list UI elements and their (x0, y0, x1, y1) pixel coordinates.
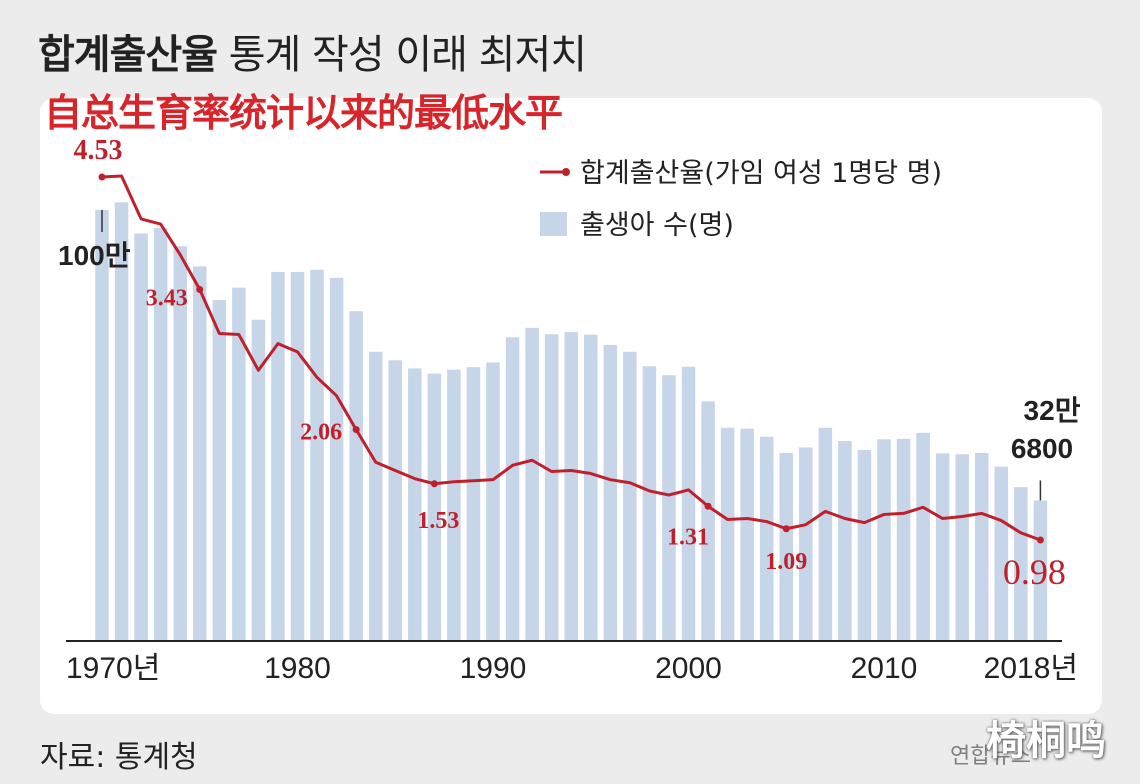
x-tick-label: 2010 (851, 652, 918, 685)
x-tick-label: 1970년 (66, 652, 160, 685)
rate-label-1983: 2.06 (300, 420, 342, 446)
bar-2001 (701, 401, 715, 640)
bar-1994 (564, 332, 578, 640)
x-tick-label: 1990 (460, 652, 527, 685)
bar-1985 (388, 360, 402, 640)
rate-label-1975: 3.43 (146, 285, 188, 311)
bar-1988 (447, 369, 461, 640)
bar-1974 (173, 246, 187, 640)
bar-1976 (212, 300, 227, 640)
bar-1984 (368, 351, 383, 640)
first-bar-label: 100만 (58, 240, 131, 271)
rate-dot-2018 (1036, 536, 1044, 544)
x-axis-ticks: 1970년 1980 1990 2000 2010 2018년 (66, 652, 1078, 685)
bar-2008 (838, 441, 852, 640)
bar-1990 (486, 362, 500, 640)
bar-series (95, 202, 1048, 641)
bar-1979 (271, 271, 285, 640)
rate-label-1987: 1.53 (417, 508, 459, 534)
bar-1973 (153, 227, 168, 641)
watermark: 椅桐鸣 (986, 718, 1106, 764)
rate-dot-1975 (196, 285, 204, 293)
bar-1995 (584, 334, 598, 640)
legend-bar-swatch (540, 212, 567, 236)
bar-1983 (349, 311, 363, 640)
bar-2014 (955, 454, 969, 640)
bar-1986 (408, 368, 422, 640)
legend-line-label: 합계출산율(가임 여성 1명당 명) (580, 158, 942, 189)
bar-1970 (95, 210, 109, 640)
rate-dot-1970 (98, 173, 106, 181)
last-bar-label-line1: 32만 (1024, 395, 1081, 426)
bar-1972 (134, 233, 148, 640)
bar-1989 (466, 367, 481, 640)
chart-title: 합계출산율 통계 작성 이래 최저치 (38, 22, 587, 80)
legend-line-dot (562, 168, 570, 176)
bar-1978 (251, 319, 266, 640)
rate-label-2018: 0.98 (1003, 552, 1066, 592)
bar-1996 (603, 344, 618, 640)
bar-2013 (935, 453, 950, 640)
rate-dot-2001 (704, 502, 712, 510)
chart-title-rest: 통계 작성 이래 최저치 (217, 32, 587, 78)
bar-2003 (740, 428, 754, 640)
bar-1982 (329, 277, 344, 640)
bar-2018 (1033, 500, 1048, 640)
bar-1991 (505, 337, 520, 640)
bar-2009 (857, 449, 872, 640)
bar-1997 (623, 351, 637, 640)
bar-2004 (759, 436, 774, 640)
bar-2000 (681, 366, 696, 640)
bar-1980 (290, 271, 305, 640)
rate-dot-2005 (782, 525, 790, 533)
bar-2012 (916, 432, 930, 640)
bar-2010 (877, 439, 891, 640)
last-bar-label-line2: 6800 (1011, 433, 1073, 464)
bar-1977 (232, 287, 246, 640)
bar-2005 (779, 452, 793, 640)
bar-2002 (720, 427, 735, 640)
rate-label-1970: 4.53 (74, 135, 123, 166)
bar-1992 (525, 327, 539, 640)
bar-1993 (544, 334, 559, 640)
x-tick-label: 2018년 (984, 652, 1078, 685)
rate-dot-1983 (352, 426, 360, 434)
rate-label-2001: 1.31 (667, 524, 709, 550)
legend: 합계출산율(가임 여성 1명당 명) 출생아 수(명) (540, 158, 942, 241)
bar-1981 (310, 269, 324, 640)
bar-1987 (427, 373, 442, 640)
x-tick-label: 2000 (655, 652, 722, 685)
bar-1999 (662, 375, 676, 640)
bar-2017 (1014, 487, 1028, 640)
legend-bar-label: 출생아 수(명) (580, 210, 734, 241)
bar-2015 (975, 452, 989, 640)
bar-2007 (818, 427, 833, 640)
bar-2006 (799, 447, 813, 640)
value-markers: 4.53 3.43 2.06 1.53 1.31 1.09 0.98 (74, 135, 1066, 592)
bar-2016 (994, 466, 1009, 640)
x-tick-label: 1980 (264, 652, 331, 685)
bar-1975 (193, 266, 207, 640)
chart-subtitle: 自总生育率统计以来的最低水平 (44, 91, 563, 135)
fertility-rate-line (101, 174, 1041, 542)
rate-label-2005: 1.09 (765, 549, 807, 575)
bar-annotations: 100만 32만 6800 (58, 210, 1081, 501)
chart-title-bold: 합계출산율 (38, 32, 218, 78)
bar-1998 (642, 366, 657, 640)
source-note: 자료: 통계청 (40, 740, 198, 775)
bar-1971 (114, 202, 129, 641)
rate-dot-1987 (430, 480, 438, 488)
agency-logo-text: 연합뉴스 (950, 744, 1031, 769)
bar-2011 (896, 438, 911, 640)
